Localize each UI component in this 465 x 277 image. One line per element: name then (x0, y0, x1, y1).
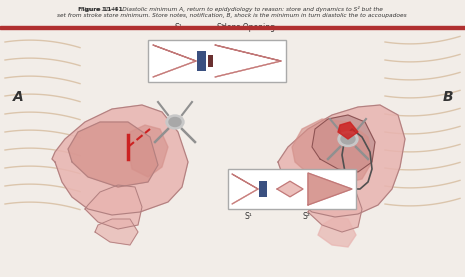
Bar (259, 181, 267, 197)
Text: S¹: S¹ (244, 212, 252, 221)
Text: dens Opening: dens Opening (221, 23, 274, 32)
Text: B: B (443, 90, 453, 104)
Bar (228, 169, 356, 209)
Bar (148, 40, 286, 82)
Text: S²: S² (302, 212, 310, 221)
Polygon shape (292, 119, 372, 185)
Polygon shape (85, 185, 142, 229)
Polygon shape (278, 105, 405, 217)
Polygon shape (308, 173, 352, 205)
Bar (0, 26, 465, 29)
Ellipse shape (169, 117, 181, 127)
Polygon shape (215, 45, 281, 77)
Text: Figure 11-41: Figure 11-41 (78, 6, 122, 12)
Text: A: A (13, 90, 23, 104)
Polygon shape (153, 45, 196, 77)
Polygon shape (95, 219, 138, 245)
Ellipse shape (341, 134, 355, 144)
Polygon shape (318, 217, 356, 247)
Ellipse shape (338, 132, 358, 147)
Polygon shape (52, 105, 188, 215)
Polygon shape (308, 187, 362, 232)
Text: S¹: S¹ (174, 23, 182, 32)
Text: set from stroke store minimum. Store notes, notification, B, shock is the minimu: set from stroke store minimum. Store not… (57, 14, 407, 19)
Polygon shape (312, 115, 375, 172)
Bar (208, 55, 213, 67)
Polygon shape (277, 181, 303, 197)
Polygon shape (338, 122, 358, 139)
Polygon shape (68, 122, 158, 187)
Bar (197, 51, 206, 71)
Text: S²: S² (216, 23, 224, 32)
Polygon shape (232, 174, 258, 204)
Ellipse shape (166, 115, 184, 129)
Text: Figure 11-41  Diastolic minimum A, return to epidydiology to reason: store and d: Figure 11-41 Diastolic minimum A, return… (81, 6, 383, 12)
Polygon shape (128, 125, 168, 177)
